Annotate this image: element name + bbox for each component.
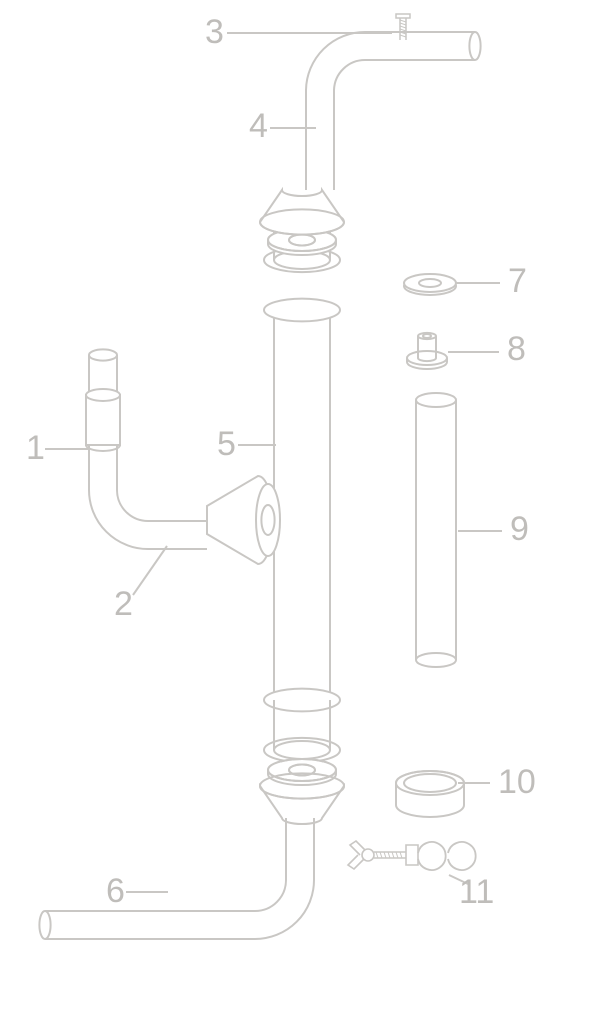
label-9: 9 [510, 510, 529, 548]
parts-layer [39, 14, 480, 939]
label-4: 4 [249, 107, 268, 145]
label-1: 1 [26, 429, 45, 467]
label-6: 6 [106, 872, 125, 910]
label-10: 10 [498, 763, 536, 801]
label-2: 2 [114, 585, 133, 623]
label-7: 7 [508, 262, 527, 300]
leader-2 [133, 546, 167, 595]
label-5: 5 [217, 425, 236, 463]
label-3: 3 [205, 13, 224, 51]
label-8: 8 [507, 330, 526, 368]
technical-diagram: 1 2 3 4 5 6 7 8 9 10 11 [0, 0, 604, 1016]
label-11: 11 [459, 873, 494, 911]
